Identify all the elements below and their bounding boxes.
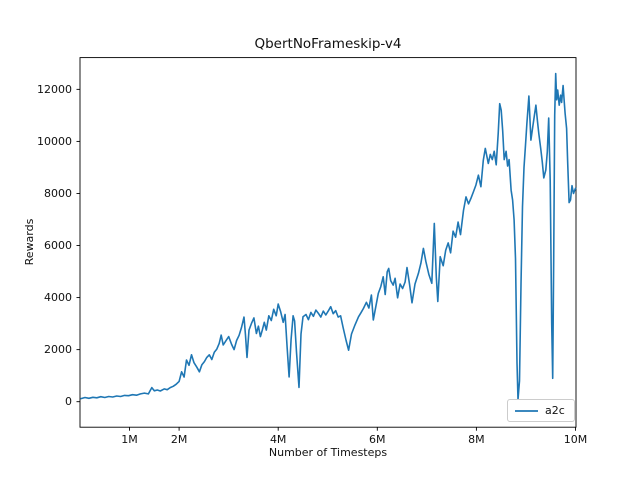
legend-box: a2c bbox=[507, 399, 575, 422]
axes-frame bbox=[79, 57, 577, 428]
x-tick-label: 8M bbox=[468, 433, 485, 446]
y-tick-label: 12000 bbox=[37, 82, 72, 96]
x-tick-label: 2M bbox=[170, 433, 188, 446]
x-tick-label: 4M bbox=[269, 433, 287, 446]
y-tick-label: 8000 bbox=[44, 186, 72, 200]
y-tick-label: 10000 bbox=[37, 134, 72, 148]
y-tick-label: 2000 bbox=[44, 343, 72, 357]
x-tick-label: 1M bbox=[121, 433, 138, 446]
x-tick-label: 6M bbox=[369, 433, 386, 446]
legend-series-label: a2c bbox=[545, 403, 565, 417]
x-axis-label: Number of Timesteps bbox=[268, 446, 388, 459]
x-tick-label: 10M bbox=[563, 433, 588, 446]
legend-line-sample bbox=[515, 409, 538, 412]
y-tick-label: 4000 bbox=[44, 291, 72, 305]
y-tick-label: 0 bbox=[65, 395, 72, 409]
chart-title: QbertNoFrameskip-v4 bbox=[254, 36, 402, 52]
a2c-reward-line bbox=[80, 72, 577, 401]
y-tick-label: 6000 bbox=[44, 239, 72, 253]
